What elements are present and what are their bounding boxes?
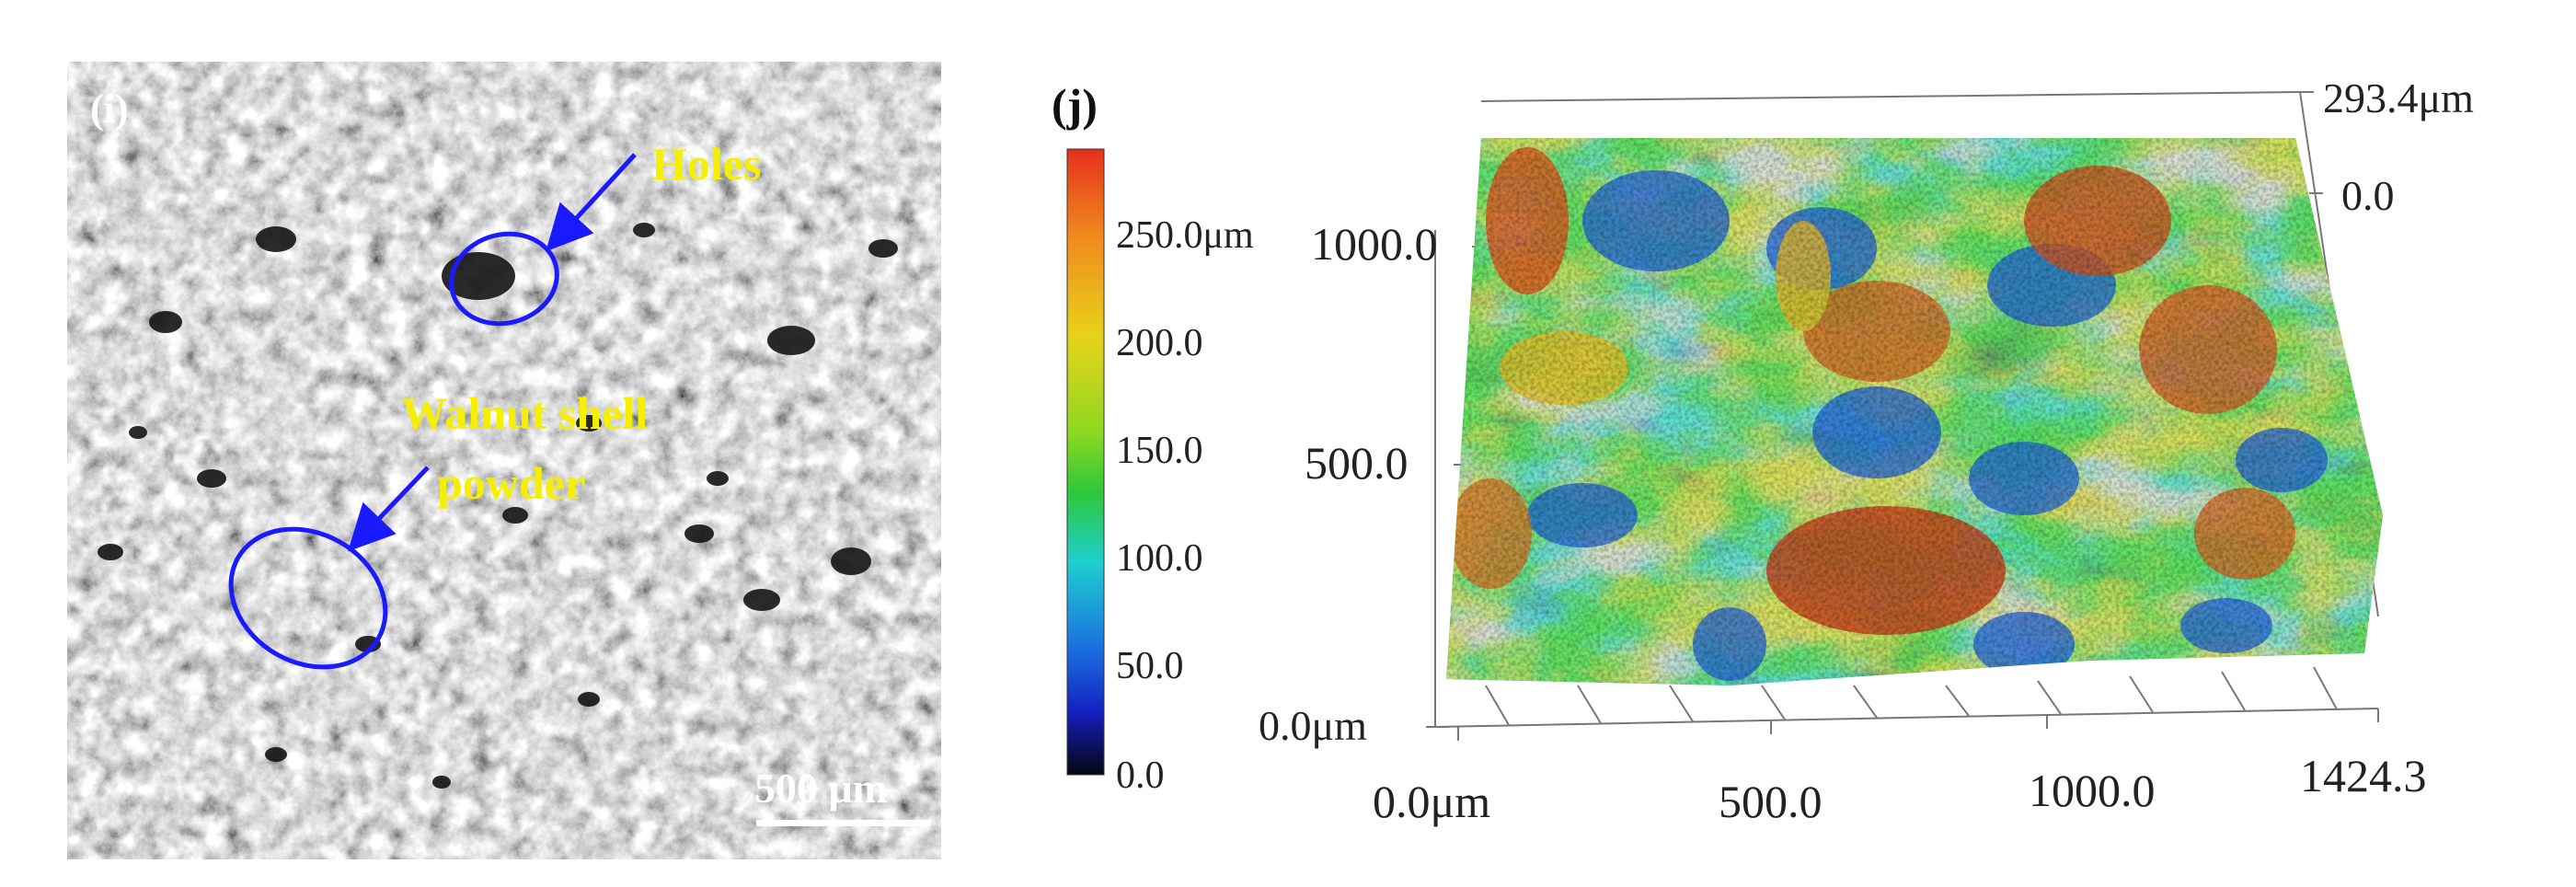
x-axis-tick: 0.0μm <box>1373 776 1490 827</box>
y-axis-tick: 0.0μm <box>1259 702 1367 749</box>
colorbar-tick: 250.0μm <box>1116 214 1254 257</box>
walnut-shell-label-line1: Walnut shell <box>401 387 648 439</box>
z-axis-zero-label: 0.0 <box>2341 172 2395 219</box>
walnut-shell-arrow <box>348 466 430 552</box>
scale-bar-label: 500 μm <box>754 765 888 812</box>
colorbar-tick: 100.0 <box>1116 537 1203 580</box>
x-axis-tick: 1424.3 <box>2300 750 2427 801</box>
holes-ellipse <box>449 231 559 327</box>
y-axis-tick: 1000.0 <box>1311 218 1438 270</box>
walnut-shell-label-line2: powder <box>437 457 585 509</box>
colorbar-tick: 200.0 <box>1116 322 1203 364</box>
holes-label: Holes <box>651 138 761 190</box>
colorbar-tick: 0.0 <box>1116 755 1165 797</box>
colorbar-gradient <box>1066 148 1105 776</box>
pores <box>98 223 898 789</box>
x-axis-tick: 1000.0 <box>2029 765 2156 816</box>
holes-arrow <box>546 153 637 252</box>
scale-bar <box>756 820 931 826</box>
z-axis-max-label: 293.4μm <box>2323 75 2474 121</box>
y-axis-tick: 500.0 <box>1305 437 1409 489</box>
colorbar-tick: 50.0 <box>1116 645 1184 687</box>
surface-plot <box>1446 138 2383 685</box>
colorbar-tick: 150.0 <box>1116 430 1203 472</box>
colorbar: 250.0μm 200.0 150.0 100.0 50.0 0.0 <box>1066 148 1254 797</box>
sem-image-panel: (i) Holes Walnut shell powder 500 μm <box>67 62 941 859</box>
walnut-shell-ellipse <box>228 526 388 670</box>
surface-panel: (j) 250.0μm 200.0 150.0 100.0 50.0 0.0 <box>1052 75 2474 827</box>
x-axis-tick: 500.0 <box>1719 776 1823 827</box>
panel-label-i: (i) <box>90 86 129 132</box>
panel-label-j: (j) <box>1052 79 1098 131</box>
